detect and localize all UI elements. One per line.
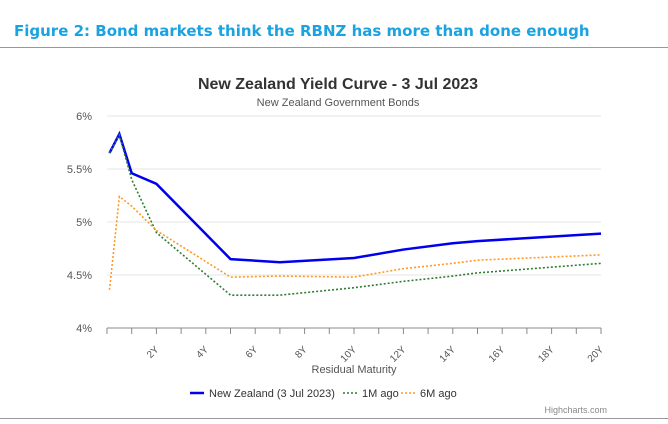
legend-item[interactable]: 1M ago: [362, 388, 399, 400]
y-tick-label: 4.5%: [67, 270, 92, 282]
x-tick-label: 18Y: [536, 344, 557, 365]
x-tick-label: 16Y: [487, 344, 508, 365]
top-divider: [0, 47, 668, 48]
x-axis-label: Residual Maturity: [312, 364, 397, 376]
x-tick-label: 8Y: [293, 344, 310, 361]
series-line-1: [108, 132, 602, 296]
figure-title: Figure 2: Bond markets think the RBNZ ha…: [14, 22, 590, 40]
series-line-0: [108, 130, 602, 264]
x-tick-label: 12Y: [388, 344, 409, 365]
x-tick-label: 6Y: [244, 344, 261, 361]
chart-title: New Zealand Yield Curve - 3 Jul 2023: [198, 76, 478, 93]
legend-item[interactable]: New Zealand (3 Jul 2023): [209, 388, 335, 400]
y-tick-label: 5.5%: [67, 164, 92, 176]
chart-subtitle: New Zealand Government Bonds: [257, 97, 420, 109]
x-tick-label: 14Y: [438, 344, 459, 365]
x-tick-label: 10Y: [339, 344, 360, 365]
credit: Highcharts.com: [544, 405, 607, 415]
y-tick-label: 5%: [76, 217, 92, 229]
bottom-divider: [0, 418, 668, 419]
legend-item[interactable]: 6M ago: [420, 388, 457, 400]
y-tick-label: 4%: [76, 323, 92, 335]
x-tick-label: 2Y: [145, 344, 162, 361]
x-tick-label: 4Y: [194, 344, 211, 361]
x-tick-label: 20Y: [586, 344, 607, 365]
y-tick-label: 6%: [76, 111, 92, 123]
